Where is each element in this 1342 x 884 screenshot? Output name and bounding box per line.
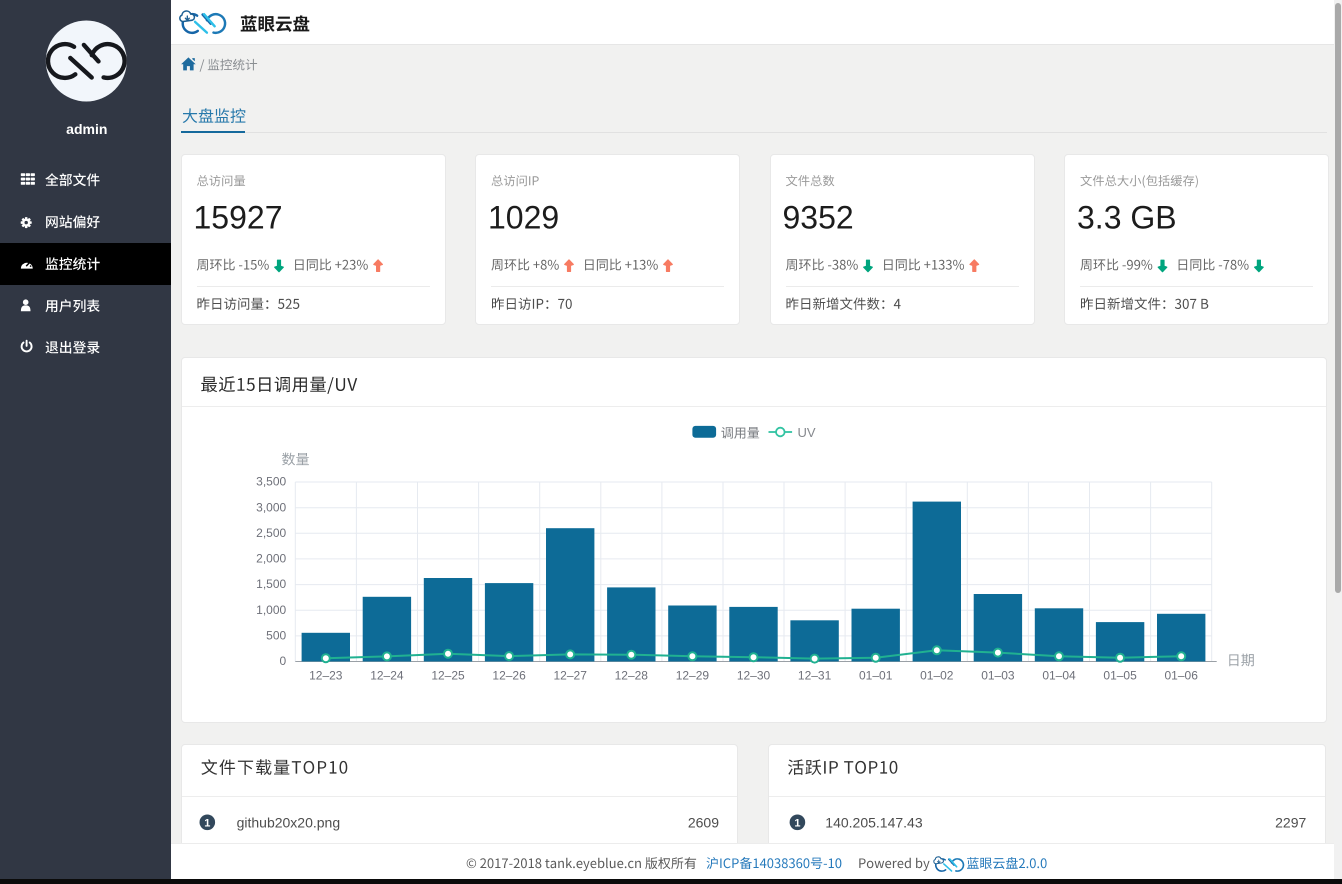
- svg-text:12–28: 12–28: [615, 669, 649, 683]
- svg-text:3,500: 3,500: [256, 475, 286, 489]
- svg-text:01–02: 01–02: [920, 669, 954, 683]
- svg-text:1029: 1029: [488, 200, 559, 236]
- svg-text:12–25: 12–25: [431, 669, 465, 683]
- svg-text:9352: 9352: [783, 200, 854, 236]
- svg-text:UV: UV: [798, 425, 816, 440]
- svg-text:github20x20.png: github20x20.png: [237, 814, 341, 830]
- svg-text:01–01: 01–01: [859, 669, 893, 683]
- svg-text:140.205.147.43: 140.205.147.43: [825, 814, 923, 830]
- svg-text:12–23: 12–23: [309, 669, 343, 683]
- svg-text:0: 0: [280, 654, 287, 668]
- svg-text:2609: 2609: [688, 814, 719, 830]
- svg-text:2297: 2297: [1275, 814, 1306, 830]
- svg-text:1,000: 1,000: [256, 603, 286, 617]
- svg-text:12–29: 12–29: [676, 669, 710, 683]
- svg-text:12–31: 12–31: [798, 669, 832, 683]
- svg-text:12–24: 12–24: [370, 669, 404, 683]
- svg-text:01–06: 01–06: [1165, 669, 1199, 683]
- svg-text:1,500: 1,500: [256, 577, 286, 591]
- svg-text:01–04: 01–04: [1042, 669, 1076, 683]
- svg-text:3,000: 3,000: [256, 500, 286, 514]
- svg-text:2,000: 2,000: [256, 552, 286, 566]
- svg-text:admin: admin: [66, 121, 107, 137]
- svg-text:1: 1: [204, 817, 210, 829]
- svg-text:3.3 GB: 3.3 GB: [1077, 200, 1177, 236]
- svg-text:12–27: 12–27: [554, 669, 588, 683]
- svg-text:01–03: 01–03: [981, 669, 1015, 683]
- svg-text:2,500: 2,500: [256, 526, 286, 540]
- svg-text:500: 500: [266, 629, 286, 643]
- svg-text:12–26: 12–26: [492, 669, 526, 683]
- svg-text:12–30: 12–30: [737, 669, 771, 683]
- svg-text:1: 1: [794, 817, 800, 829]
- svg-text:01–05: 01–05: [1103, 669, 1137, 683]
- svg-text:15927: 15927: [194, 200, 283, 236]
